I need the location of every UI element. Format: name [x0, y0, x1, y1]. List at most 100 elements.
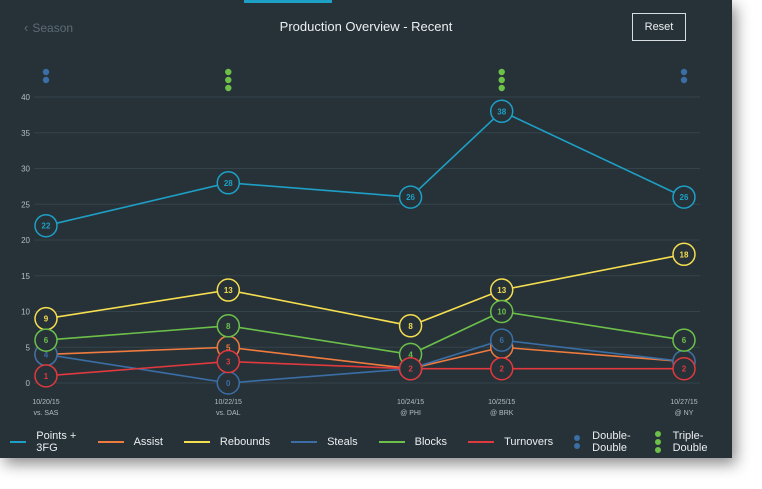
data-label-points-3fg: 26: [680, 193, 689, 202]
triple-double-marker: [225, 84, 232, 92]
legend-dot: [654, 439, 661, 445]
x-tick-date: 10/22/15: [215, 399, 242, 406]
legend-swatch: [183, 441, 210, 443]
legend-item-double-double[interactable]: Double-Double: [574, 430, 633, 454]
double-double-marker: [42, 76, 50, 84]
legend-label: Blocks: [414, 436, 448, 448]
y-tick-label: 30: [21, 165, 30, 174]
data-point-rebounds: [216, 278, 241, 302]
legend-label: Double-Double: [592, 430, 631, 454]
legend-item-points-3fg[interactable]: Points + 3FG: [10, 430, 77, 454]
data-label-turnovers: 2: [682, 365, 687, 374]
data-point-blocks: [216, 314, 241, 338]
data-label-turnovers: 1: [44, 372, 49, 381]
triple-double-marker: [225, 76, 232, 84]
triple-double-marker: [498, 84, 505, 92]
legend-item-steals[interactable]: Steals: [291, 436, 358, 448]
data-label-points-3fg: 22: [42, 222, 51, 231]
data-point-turnovers: [489, 356, 514, 381]
legend-item-rebounds[interactable]: Rebounds: [183, 436, 271, 448]
triple-double-marker: [498, 76, 505, 84]
x-tick-date: 10/25/15: [488, 399, 515, 406]
legend-label: Triple-Double: [672, 430, 708, 454]
data-label-turnovers: 3: [226, 358, 231, 367]
y-tick-label: 40: [21, 93, 30, 102]
data-point-points-3fg: [398, 185, 423, 209]
x-tick-date: 10/27/15: [670, 399, 697, 406]
legend-dot: [654, 447, 661, 453]
x-tick-opponent: @ BRK: [490, 410, 514, 417]
y-tick-label: 0: [26, 379, 31, 388]
legend-swatch: [291, 441, 318, 443]
data-label-rebounds: 18: [680, 250, 689, 259]
x-tick-opponent: @ PHI: [400, 410, 421, 417]
x-tick-opponent: vs. DAL: [216, 410, 241, 417]
y-axis: 0 5 10 15 20 25 30 35 40: [21, 93, 30, 388]
legend-swatch: [97, 441, 124, 443]
data-point-blocks: [672, 328, 696, 352]
data-label-turnovers: 2: [499, 365, 504, 374]
legend-swatch: [378, 441, 405, 443]
data-label-blocks: 8: [226, 322, 231, 331]
page-title: Production Overview - Recent: [279, 19, 453, 34]
y-tick-label: 15: [21, 272, 30, 281]
double-double-icon: [574, 435, 581, 449]
legend-item-turnovers[interactable]: Turnovers: [468, 436, 553, 448]
triple-double-marker: [498, 68, 505, 76]
data-point-turnovers: [216, 349, 241, 374]
data-point-turnovers: [398, 356, 423, 381]
x-tick-opponent: vs. SAS: [34, 410, 59, 417]
legend-label: Rebounds: [219, 436, 271, 448]
data-label-rebounds: 13: [497, 286, 506, 295]
achievement-markers: [42, 68, 688, 92]
grid: [34, 96, 700, 384]
data-label-rebounds: 8: [408, 322, 413, 331]
back-button[interactable]: ‹ Season: [24, 20, 73, 35]
legend-label: Points + 3FG: [36, 430, 77, 454]
data-point-blocks: [34, 328, 58, 352]
double-double-marker: [680, 76, 688, 84]
data-label-points-3fg: 38: [497, 107, 506, 116]
reset-button[interactable]: Reset: [632, 13, 686, 41]
data-point-points-3fg: [34, 213, 58, 238]
series-line-rebounds: [45, 253, 685, 327]
double-double-marker: [680, 68, 688, 76]
data-label-points-3fg: 26: [406, 193, 415, 202]
y-tick-label: 5: [26, 343, 31, 352]
data-label-blocks: 6: [44, 336, 49, 345]
series-group: 222826382645253913813184026368410613222: [34, 99, 696, 395]
data-label-steals: 0: [226, 379, 231, 388]
y-tick-label: 20: [21, 236, 30, 245]
legend-item-assist[interactable]: Assist: [97, 436, 163, 448]
data-label-assist: 5: [226, 343, 231, 352]
legend-item-blocks[interactable]: Blocks: [378, 436, 448, 448]
chevron-left-icon: ‹: [24, 20, 29, 35]
legend-swatch: [468, 441, 495, 443]
legend-dot: [574, 443, 581, 449]
legend-item-triple-double[interactable]: Triple-Double: [654, 430, 709, 454]
legend-label: Assist: [133, 436, 163, 448]
legend-label: Turnovers: [504, 436, 554, 448]
top-tab-indicator: [244, 0, 332, 3]
triple-double-marker: [225, 68, 232, 76]
series-line-blocks: [45, 310, 685, 356]
data-point-turnovers: [672, 356, 696, 381]
y-tick-label: 25: [21, 200, 30, 209]
legend-label: Steals: [327, 436, 358, 448]
double-double-marker: [42, 68, 50, 76]
data-point-rebounds: [672, 242, 696, 267]
data-label-steals: 4: [44, 350, 49, 359]
app-window: ‹ Season Production Overview - Recent Re…: [0, 0, 732, 458]
data-label-blocks: 10: [497, 308, 506, 317]
x-tick-date: 10/20/15: [32, 399, 59, 406]
back-button-label: Season: [32, 20, 74, 35]
x-tick-opponent: @ NY: [675, 410, 694, 417]
data-label-rebounds: 9: [44, 315, 49, 324]
data-point-turnovers: [34, 364, 58, 388]
x-tick-date: 10/24/15: [397, 399, 424, 406]
data-point-points-3fg: [216, 171, 241, 195]
data-label-blocks: 6: [682, 336, 687, 345]
y-tick-label: 35: [21, 129, 30, 138]
x-axis: 10/20/15 vs. SAS 10/22/15 vs. DAL 10/24/15 @ …: [32, 399, 697, 417]
